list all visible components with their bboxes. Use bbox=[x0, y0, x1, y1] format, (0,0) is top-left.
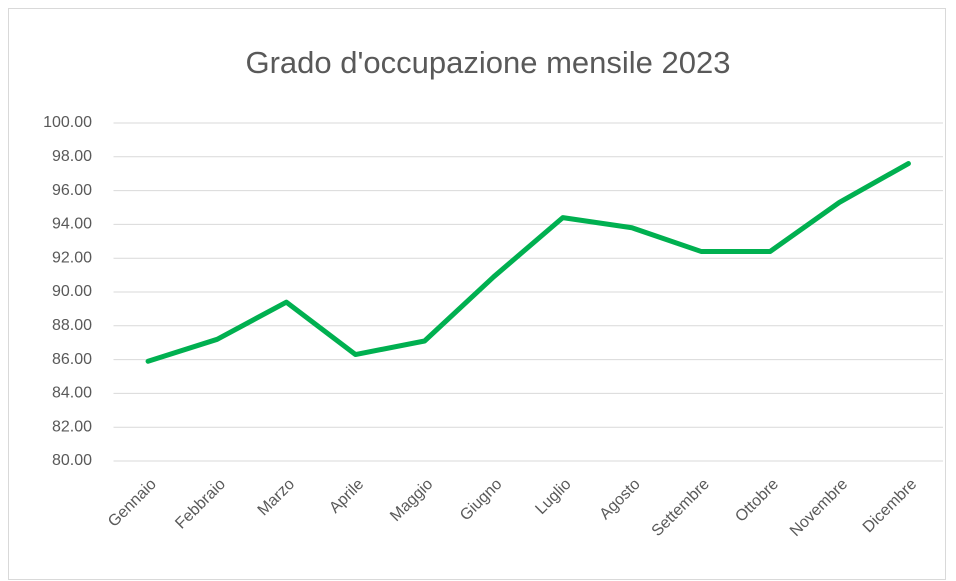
y-tick-label: 92.00 bbox=[52, 249, 92, 266]
y-tick-label: 86.00 bbox=[52, 351, 92, 368]
y-tick-label: 100.00 bbox=[43, 114, 92, 131]
chart-title: Grado d'occupazione mensile 2023 bbox=[245, 45, 730, 80]
y-tick-label: 88.00 bbox=[52, 317, 92, 334]
y-tick-label: 98.00 bbox=[52, 148, 92, 165]
y-tick-label: 90.00 bbox=[52, 283, 92, 300]
line-series bbox=[145, 161, 911, 364]
y-tick-label: 94.00 bbox=[52, 216, 92, 233]
y-tick-label: 80.00 bbox=[52, 452, 92, 469]
y-tick-label: 96.00 bbox=[52, 182, 92, 199]
y-tick-label: 84.00 bbox=[52, 385, 92, 402]
y-tick-label: 82.00 bbox=[52, 418, 92, 435]
